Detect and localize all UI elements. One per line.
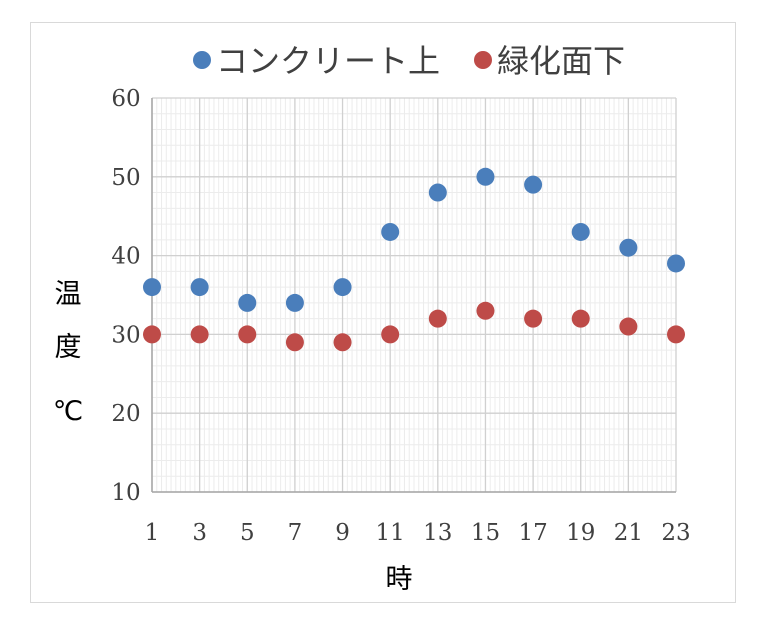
legend-marker-concrete	[193, 51, 211, 69]
point-concrete	[619, 238, 638, 257]
point-greenery	[190, 325, 209, 344]
point-concrete	[190, 278, 209, 297]
x-tick-label: 19	[566, 520, 595, 546]
y-tick-label: 10	[111, 480, 140, 506]
y-axis-title-char-1: 温	[55, 279, 82, 310]
x-tick-label: 23	[661, 520, 690, 546]
data-points	[143, 167, 685, 352]
legend-label-concrete: コンクリート上	[216, 42, 440, 80]
x-tick-label: 3	[192, 520, 207, 546]
legend-marker-greenery	[474, 51, 492, 69]
y-tick-label: 40	[111, 244, 140, 270]
chart-frame	[30, 22, 736, 603]
x-tick-label: 13	[423, 520, 452, 546]
y-tick-labels: 10 20 30 40 50 60	[111, 86, 140, 506]
x-axis-title: 時	[386, 564, 413, 595]
y-tick-label: 60	[111, 86, 140, 112]
point-greenery	[524, 309, 543, 328]
y-tick-label: 20	[111, 401, 140, 427]
point-concrete	[285, 293, 304, 312]
point-concrete	[143, 278, 161, 297]
x-tick-label: 21	[614, 520, 643, 546]
x-tick-label: 15	[471, 520, 500, 546]
minor-gridlines	[151, 97, 677, 493]
x-tick-label: 17	[518, 520, 547, 546]
point-greenery	[571, 309, 590, 328]
point-greenery	[619, 317, 638, 336]
point-greenery	[143, 325, 161, 344]
point-greenery	[333, 333, 352, 352]
y-axis-title-char-2: 度	[55, 332, 82, 363]
point-greenery	[428, 309, 447, 328]
x-tick-label: 9	[335, 520, 350, 546]
point-concrete	[238, 293, 257, 312]
point-greenery	[238, 325, 257, 344]
point-greenery	[667, 325, 685, 344]
point-concrete	[428, 183, 447, 202]
point-concrete	[476, 167, 495, 186]
point-greenery	[381, 325, 400, 344]
point-concrete	[333, 278, 352, 297]
point-concrete	[571, 222, 590, 241]
y-axis-title: 温 度 ℃	[53, 279, 83, 427]
x-tick-label: 7	[288, 520, 303, 546]
y-tick-label: 50	[111, 165, 140, 191]
point-concrete	[667, 254, 685, 273]
y-tick-label: 30	[111, 322, 140, 348]
x-tick-label: 1	[145, 520, 160, 546]
point-concrete	[524, 175, 543, 194]
legend-label-greenery: 緑化面下	[497, 42, 625, 80]
point-greenery	[285, 333, 304, 352]
point-concrete	[381, 222, 400, 241]
y-axis-title-char-3: ℃	[53, 396, 83, 427]
x-tick-label: 5	[240, 520, 255, 546]
x-tick-label: 11	[376, 520, 405, 546]
x-tick-labels: 1 3 5 7 9 11 13 15 17 19 21 23	[145, 520, 691, 546]
point-greenery	[476, 301, 495, 320]
legend: コンクリート上 緑化面下	[193, 42, 625, 80]
